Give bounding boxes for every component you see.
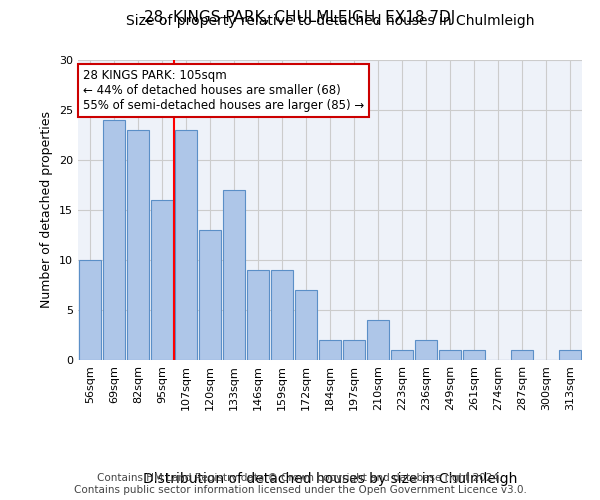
- Bar: [463, 350, 485, 360]
- Bar: [439, 350, 461, 360]
- Bar: [511, 350, 533, 360]
- X-axis label: Distribution of detached houses by size in Chulmleigh: Distribution of detached houses by size …: [143, 472, 517, 486]
- Bar: [559, 350, 581, 360]
- Bar: [343, 340, 365, 360]
- Bar: [199, 230, 221, 360]
- Bar: [319, 340, 341, 360]
- Text: 28, KINGS PARK, CHULMLEIGH, EX18 7DJ: 28, KINGS PARK, CHULMLEIGH, EX18 7DJ: [145, 10, 455, 25]
- Bar: [367, 320, 389, 360]
- Y-axis label: Number of detached properties: Number of detached properties: [40, 112, 53, 308]
- Bar: [415, 340, 437, 360]
- Text: Contains HM Land Registry data © Crown copyright and database right 2024.
Contai: Contains HM Land Registry data © Crown c…: [74, 474, 526, 495]
- Bar: [127, 130, 149, 360]
- Bar: [103, 120, 125, 360]
- Title: Size of property relative to detached houses in Chulmleigh: Size of property relative to detached ho…: [126, 14, 534, 28]
- Bar: [175, 130, 197, 360]
- Bar: [79, 260, 101, 360]
- Text: 28 KINGS PARK: 105sqm
← 44% of detached houses are smaller (68)
55% of semi-deta: 28 KINGS PARK: 105sqm ← 44% of detached …: [83, 69, 364, 112]
- Bar: [271, 270, 293, 360]
- Bar: [151, 200, 173, 360]
- Bar: [223, 190, 245, 360]
- Bar: [247, 270, 269, 360]
- Bar: [295, 290, 317, 360]
- Bar: [391, 350, 413, 360]
